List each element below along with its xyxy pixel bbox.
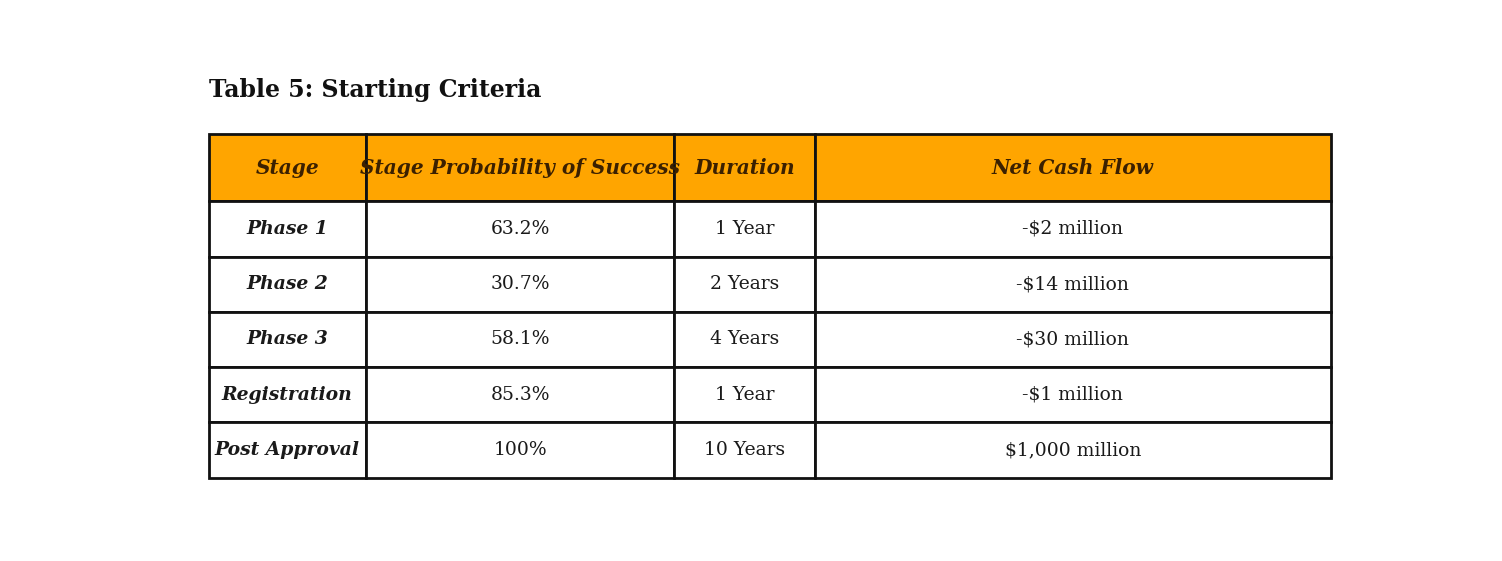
Text: -$2 million: -$2 million	[1023, 220, 1123, 238]
Text: 63.2%: 63.2%	[491, 220, 550, 238]
Text: Registration: Registration	[222, 386, 353, 404]
Text: -$30 million: -$30 million	[1017, 330, 1130, 348]
Bar	[366, 367, 674, 422]
Text: 10 Years: 10 Years	[704, 441, 786, 459]
Bar	[814, 256, 1331, 312]
Text: Duration: Duration	[694, 158, 795, 178]
Text: $1,000 million: $1,000 million	[1005, 441, 1142, 459]
Text: Phase 1: Phase 1	[246, 220, 327, 238]
Bar	[209, 134, 366, 201]
Bar	[366, 312, 674, 367]
Bar	[209, 367, 366, 422]
Text: 2 Years: 2 Years	[710, 275, 780, 293]
Text: -$14 million: -$14 million	[1017, 275, 1130, 293]
Bar	[814, 422, 1331, 478]
Bar	[674, 201, 814, 256]
Text: Table 5: Starting Criteria: Table 5: Starting Criteria	[209, 78, 541, 102]
Text: 1 Year: 1 Year	[715, 220, 774, 238]
Bar	[209, 256, 366, 312]
Bar	[674, 134, 814, 201]
Bar	[674, 422, 814, 478]
Text: 58.1%: 58.1%	[490, 330, 550, 348]
Text: Stage Probability of Success: Stage Probability of Success	[360, 158, 680, 178]
Text: Phase 3: Phase 3	[246, 330, 327, 348]
Bar	[814, 134, 1331, 201]
Bar	[366, 422, 674, 478]
Text: 30.7%: 30.7%	[490, 275, 550, 293]
Bar	[366, 134, 674, 201]
Bar	[814, 201, 1331, 256]
Text: Net Cash Flow: Net Cash Flow	[991, 158, 1154, 178]
Bar	[366, 256, 674, 312]
Text: 100%: 100%	[493, 441, 547, 459]
Bar	[814, 367, 1331, 422]
Text: Stage: Stage	[255, 158, 318, 178]
Bar	[366, 201, 674, 256]
Text: 1 Year: 1 Year	[715, 386, 774, 404]
Bar	[674, 256, 814, 312]
Text: Phase 2: Phase 2	[246, 275, 327, 293]
Bar	[209, 201, 366, 256]
Text: 85.3%: 85.3%	[490, 386, 550, 404]
Text: 4 Years: 4 Years	[710, 330, 780, 348]
Text: Post Approval: Post Approval	[215, 441, 360, 459]
Bar	[209, 312, 366, 367]
Bar	[814, 312, 1331, 367]
Bar	[209, 422, 366, 478]
Bar	[674, 312, 814, 367]
Text: -$1 million: -$1 million	[1023, 386, 1123, 404]
Bar	[674, 367, 814, 422]
